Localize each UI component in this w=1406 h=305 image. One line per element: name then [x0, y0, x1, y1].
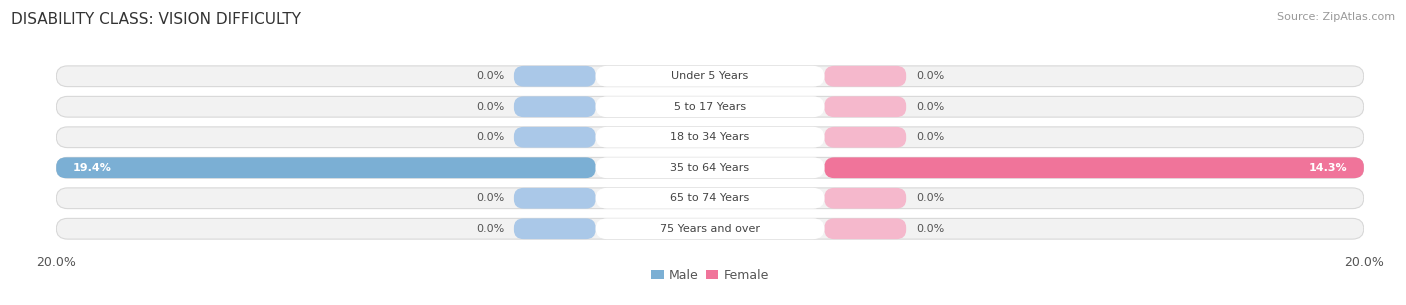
Text: 0.0%: 0.0%: [475, 102, 505, 112]
Text: 0.0%: 0.0%: [475, 224, 505, 234]
FancyBboxPatch shape: [824, 188, 905, 209]
FancyBboxPatch shape: [824, 66, 905, 87]
Legend: Male, Female: Male, Female: [647, 264, 773, 287]
FancyBboxPatch shape: [515, 218, 596, 239]
Text: 75 Years and over: 75 Years and over: [659, 224, 761, 234]
Text: 0.0%: 0.0%: [475, 193, 505, 203]
Text: 35 to 64 Years: 35 to 64 Years: [671, 163, 749, 173]
FancyBboxPatch shape: [56, 66, 1364, 87]
Text: 0.0%: 0.0%: [915, 224, 945, 234]
FancyBboxPatch shape: [596, 188, 824, 209]
Text: 18 to 34 Years: 18 to 34 Years: [671, 132, 749, 142]
FancyBboxPatch shape: [56, 127, 1364, 148]
FancyBboxPatch shape: [824, 127, 905, 148]
Text: 0.0%: 0.0%: [915, 193, 945, 203]
FancyBboxPatch shape: [596, 96, 824, 117]
FancyBboxPatch shape: [824, 218, 905, 239]
Text: 19.4%: 19.4%: [73, 163, 111, 173]
FancyBboxPatch shape: [515, 127, 596, 148]
FancyBboxPatch shape: [515, 96, 596, 117]
Text: Under 5 Years: Under 5 Years: [672, 71, 748, 81]
FancyBboxPatch shape: [56, 218, 1364, 239]
Text: 0.0%: 0.0%: [475, 132, 505, 142]
FancyBboxPatch shape: [596, 127, 824, 148]
FancyBboxPatch shape: [824, 157, 1364, 178]
FancyBboxPatch shape: [596, 218, 824, 239]
FancyBboxPatch shape: [596, 157, 824, 178]
FancyBboxPatch shape: [56, 188, 1364, 209]
FancyBboxPatch shape: [824, 96, 905, 117]
Text: 0.0%: 0.0%: [915, 71, 945, 81]
FancyBboxPatch shape: [56, 157, 596, 178]
Text: 65 to 74 Years: 65 to 74 Years: [671, 193, 749, 203]
Text: DISABILITY CLASS: VISION DIFFICULTY: DISABILITY CLASS: VISION DIFFICULTY: [11, 12, 301, 27]
FancyBboxPatch shape: [56, 157, 1364, 178]
FancyBboxPatch shape: [56, 96, 1364, 117]
Text: 14.3%: 14.3%: [1309, 163, 1347, 173]
Text: 5 to 17 Years: 5 to 17 Years: [673, 102, 747, 112]
Text: 0.0%: 0.0%: [915, 132, 945, 142]
Text: Source: ZipAtlas.com: Source: ZipAtlas.com: [1277, 12, 1395, 22]
Text: 0.0%: 0.0%: [915, 102, 945, 112]
FancyBboxPatch shape: [515, 188, 596, 209]
Text: 0.0%: 0.0%: [475, 71, 505, 81]
FancyBboxPatch shape: [596, 66, 824, 87]
FancyBboxPatch shape: [515, 66, 596, 87]
